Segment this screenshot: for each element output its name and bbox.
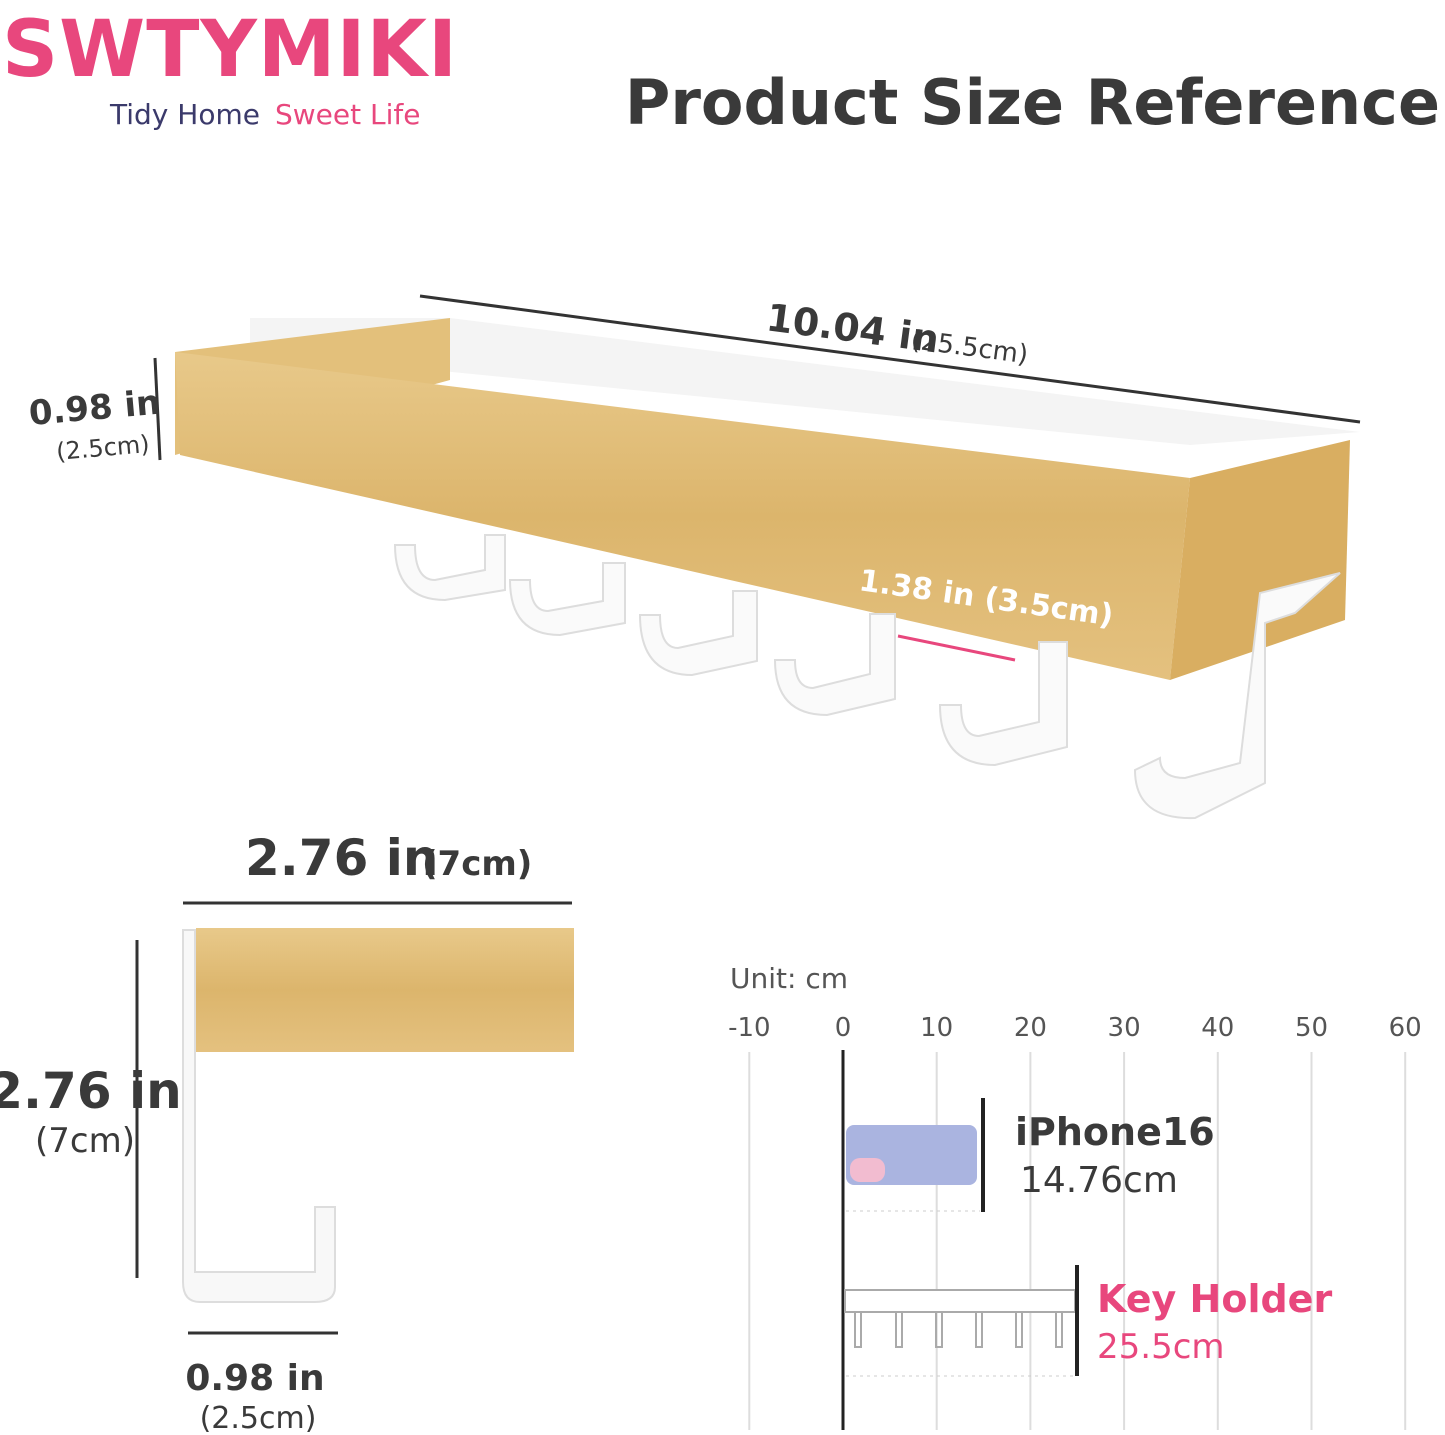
- item-length: 25.5cm: [1097, 1327, 1225, 1367]
- hook-width-label: 0.98 in: [185, 1358, 324, 1399]
- tick-label: 0: [835, 1013, 852, 1043]
- brand-name: SWTYMIKI: [2, 5, 457, 95]
- side-view-illustration: [135, 901, 574, 1335]
- hook-width-metric: (2.5cm): [200, 1401, 317, 1435]
- total-height-label: 2.76 in: [0, 1062, 182, 1120]
- depth-label: 2.76 in: [245, 829, 439, 887]
- height-metric: (2.5cm): [55, 430, 151, 466]
- tick-label: 40: [1201, 1013, 1234, 1043]
- tagline: Sweet Life: [275, 98, 420, 131]
- item-name: iPhone16: [1015, 1110, 1215, 1154]
- item-length: 14.76cm: [1020, 1160, 1178, 1201]
- total-height-metric: (7cm): [35, 1121, 135, 1161]
- scale-grid: -10 0 10 20 30 40 50 60: [728, 1013, 1422, 1430]
- tick-label: 50: [1295, 1013, 1328, 1043]
- unit-label: Unit: cm: [730, 962, 848, 995]
- height-label: 0.98 in: [27, 383, 162, 434]
- shelf-illustration: [153, 294, 1361, 820]
- page-title: Product Size Reference: [625, 66, 1440, 139]
- size-comparison: [841, 1050, 1079, 1430]
- tick-label: 60: [1389, 1013, 1422, 1043]
- item-name: Key Holder: [1097, 1277, 1332, 1321]
- tick-label: 10: [920, 1013, 953, 1043]
- tick-label: 20: [1014, 1013, 1047, 1043]
- tick-label: -10: [728, 1013, 770, 1043]
- depth-metric: (7cm): [422, 844, 532, 884]
- tick-label: 30: [1108, 1013, 1141, 1043]
- tagline: Tidy Home: [109, 98, 260, 131]
